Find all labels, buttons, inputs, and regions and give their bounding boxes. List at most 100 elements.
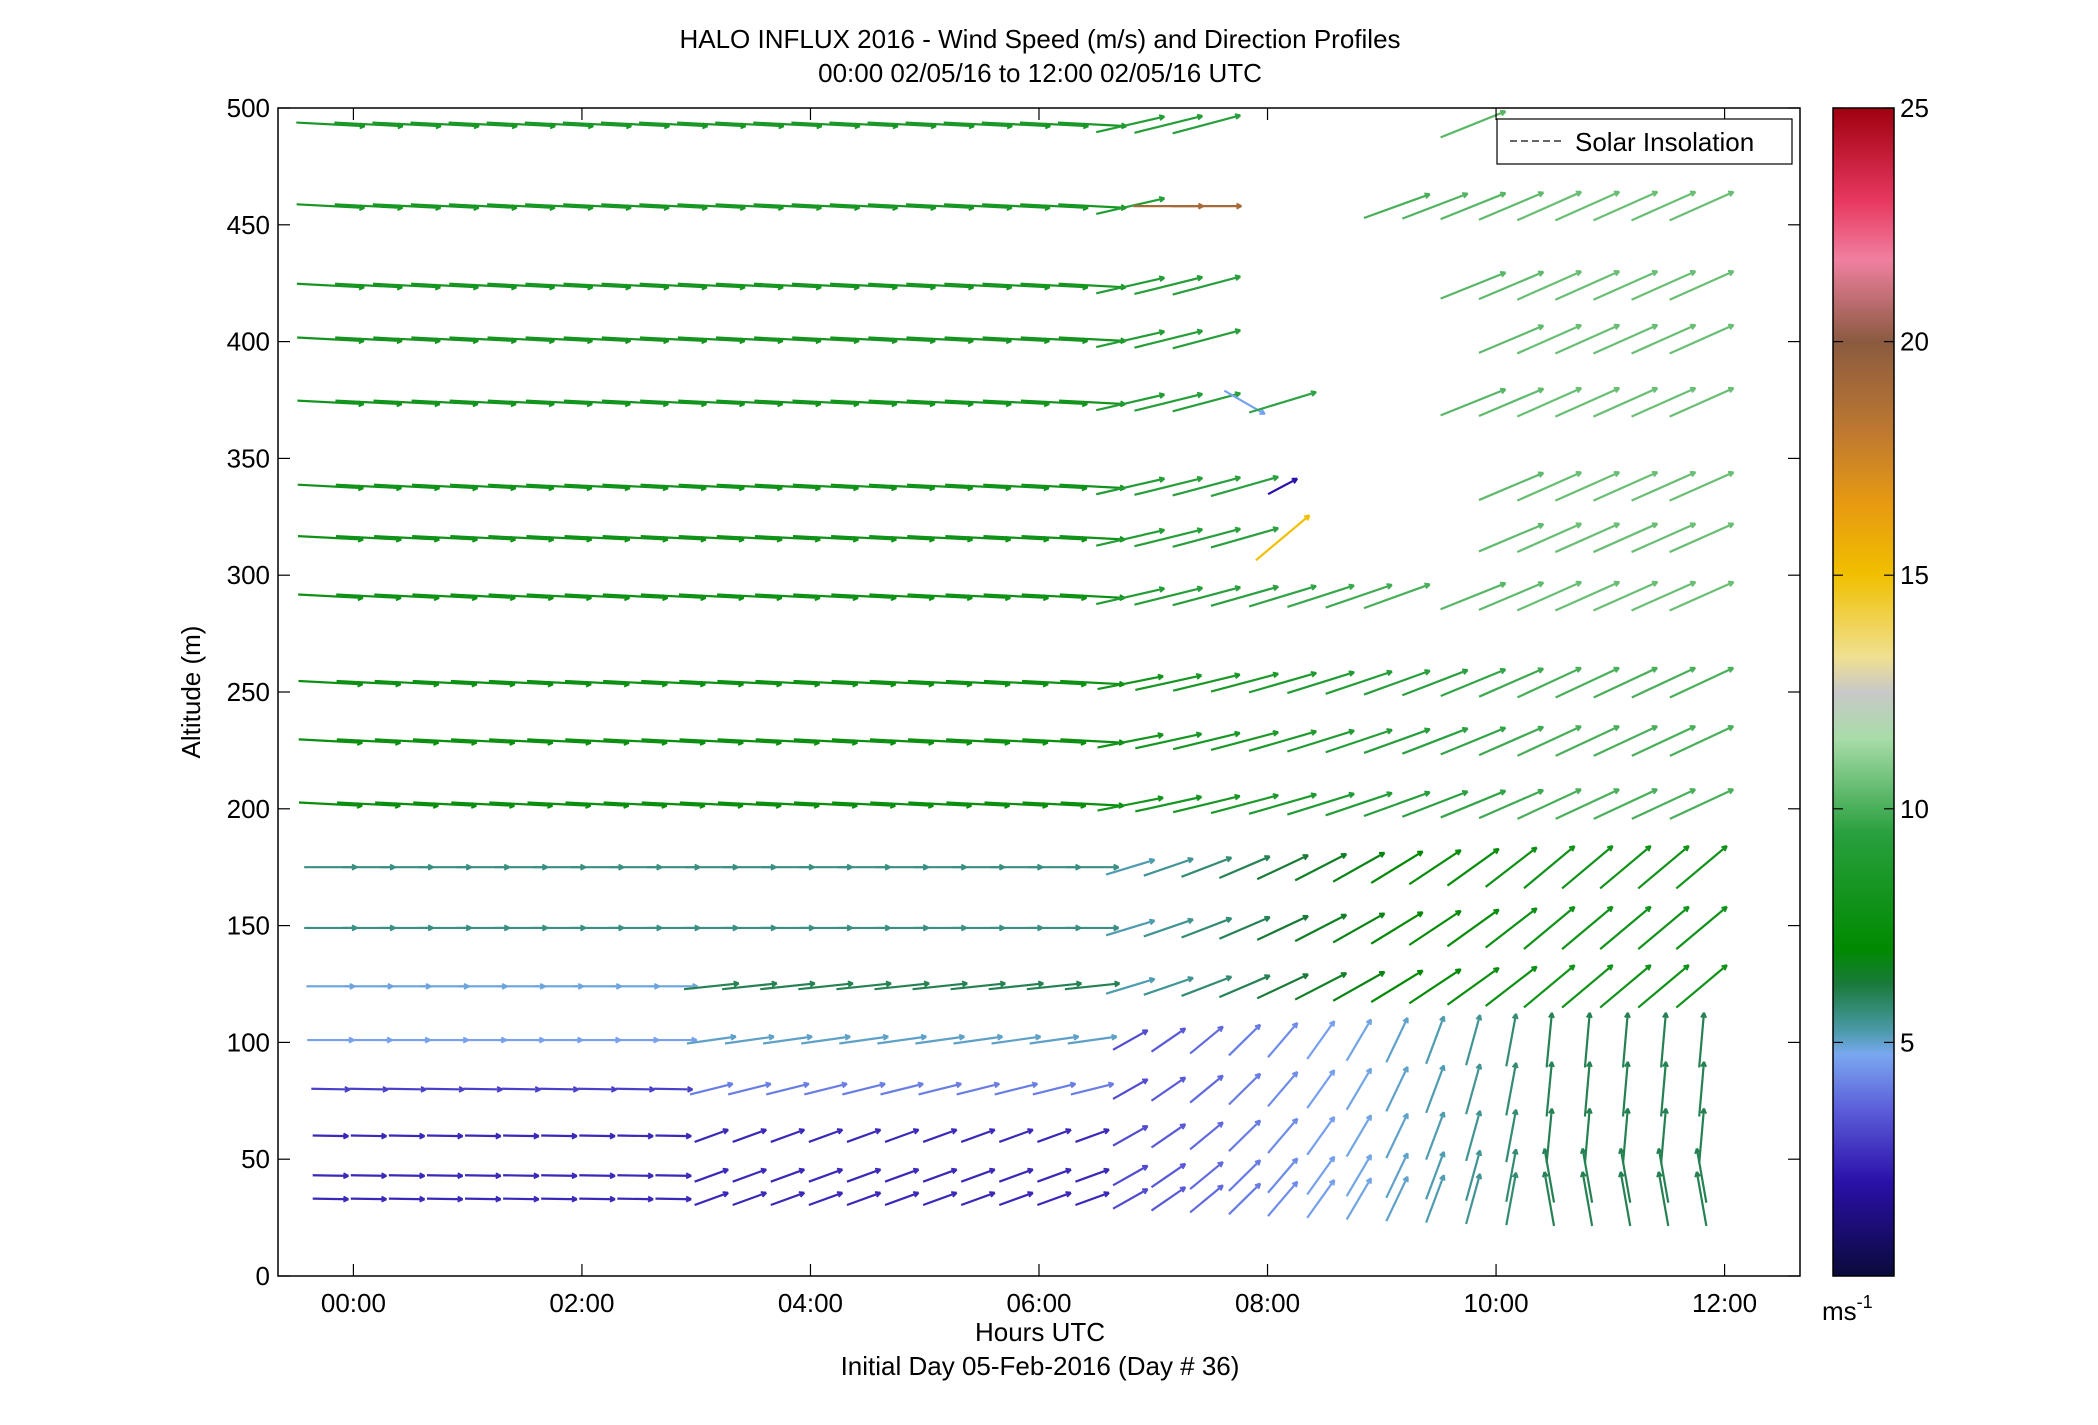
wind-vector <box>1070 1081 1115 1096</box>
wind-vector-shaft <box>336 593 402 600</box>
wind-vector-shaft <box>1505 1013 1518 1067</box>
wind-vector <box>1637 845 1690 890</box>
wind-vector-shaft <box>1593 471 1658 502</box>
wind-vector-shaft <box>792 336 860 343</box>
wind-vector <box>1172 475 1241 497</box>
wind-vector-shaft <box>1210 794 1279 815</box>
wind-vector-head <box>609 1132 616 1138</box>
wind-vector-shaft <box>1036 1168 1072 1183</box>
wind-vector-head <box>420 1085 427 1091</box>
wind-vector-shaft <box>1631 471 1696 502</box>
wind-vector <box>1135 673 1203 691</box>
wind-vector-shaft <box>1446 967 1500 1006</box>
wind-vector-shaft <box>412 593 478 600</box>
wind-vector-head <box>687 1085 694 1091</box>
wind-vector-shaft <box>762 1035 813 1045</box>
wind-vector-shaft <box>1267 1157 1299 1194</box>
wind-vector-shaft <box>765 1082 810 1096</box>
wind-vector-shaft <box>1036 1128 1072 1143</box>
wind-vector-head <box>1424 790 1430 794</box>
wind-vector-head <box>1348 583 1355 587</box>
wind-vector-shaft <box>601 203 670 209</box>
wind-vector <box>388 1172 426 1180</box>
wind-vector-head <box>1700 1107 1705 1114</box>
wind-vector-shaft <box>1675 845 1728 890</box>
wind-vector <box>1517 788 1582 820</box>
wind-vector-shaft <box>677 203 746 209</box>
wind-vector <box>1181 975 1233 997</box>
wind-vector <box>956 1081 1000 1096</box>
wind-vector-shaft <box>372 203 441 209</box>
wind-vector-shaft <box>1189 1074 1224 1104</box>
wind-vector-shaft <box>1408 968 1462 1005</box>
wind-vector-shaft <box>1095 276 1165 295</box>
wind-vector-head <box>1027 1167 1033 1171</box>
wind-vector-shaft <box>791 121 860 128</box>
wind-vector-shaft <box>830 399 897 406</box>
wind-vector-head <box>457 1132 464 1138</box>
wind-vector <box>654 1085 694 1093</box>
wind-vector <box>1287 728 1355 753</box>
wind-vector <box>1332 851 1386 883</box>
wind-vector-shaft <box>579 1134 616 1138</box>
wind-vector-head <box>989 1128 995 1131</box>
wind-vector <box>1385 1175 1409 1222</box>
wind-vector <box>732 1128 768 1143</box>
wind-vector-shaft <box>793 801 858 807</box>
wind-vector <box>1656 1171 1670 1227</box>
wind-vector-shaft <box>1021 483 1088 490</box>
wind-vector-shaft <box>503 1174 539 1177</box>
wind-vector-shaft <box>465 1197 501 1201</box>
wind-vector-head <box>955 1081 962 1085</box>
wind-vector-shaft <box>1256 854 1309 881</box>
x-axis-label: Hours UTC <box>975 1317 1105 1347</box>
wind-vector-shaft <box>982 336 1050 343</box>
wind-vector-shaft <box>694 1128 729 1143</box>
wind-vector-shaft <box>1020 399 1088 406</box>
wind-vector <box>1267 477 1299 496</box>
wind-vector-shaft <box>1385 1066 1409 1112</box>
wind-vector-shaft <box>869 679 934 686</box>
wind-vector-shaft <box>1112 1188 1149 1210</box>
wind-vector <box>960 1128 996 1143</box>
wind-vector-shaft <box>335 483 402 490</box>
wind-vector-shaft <box>640 483 707 490</box>
wind-vector-shaft <box>1698 1012 1706 1068</box>
wind-vector <box>1143 917 1194 938</box>
wind-vector-shaft <box>1593 324 1658 355</box>
wind-vector-shaft <box>1593 387 1658 418</box>
wind-vector <box>1408 968 1462 1005</box>
wind-vector-head <box>533 1195 540 1201</box>
wind-vector-shaft <box>804 1082 848 1096</box>
wind-vector-shaft <box>1095 115 1165 134</box>
wind-vector-shaft <box>793 679 858 686</box>
wind-vector-head <box>1461 789 1468 793</box>
wind-vector-head <box>1158 527 1165 531</box>
wind-vector-shaft <box>1581 1171 1594 1227</box>
wind-vector-shaft <box>1267 1117 1299 1154</box>
wind-vector-shaft <box>1306 1179 1336 1219</box>
wind-vector-shaft <box>770 1168 805 1183</box>
wind-vector <box>541 1195 578 1203</box>
wind-vector-head <box>382 1085 389 1091</box>
wind-vector <box>1425 1111 1446 1160</box>
wind-vector <box>1637 964 1690 1009</box>
wind-vector-head <box>1196 527 1203 531</box>
wind-vector <box>1075 1128 1110 1143</box>
wind-vector-head <box>1065 1167 1072 1171</box>
wind-vector-shaft <box>906 399 974 406</box>
wind-vector-shaft <box>1189 1184 1224 1214</box>
wind-vector-shaft <box>1210 672 1279 693</box>
wind-vector <box>1599 845 1652 890</box>
wind-vector-head <box>1234 585 1241 589</box>
wind-vector-head <box>874 1191 881 1194</box>
wind-vector <box>727 1081 772 1096</box>
wind-vector-shaft <box>335 399 402 406</box>
wind-vector-head <box>1645 905 1651 909</box>
wind-vector-shaft <box>1593 270 1658 301</box>
wind-vector-shaft <box>1484 907 1538 949</box>
wind-vector <box>798 980 854 991</box>
wind-vector-shaft <box>655 1174 692 1177</box>
wind-vector-shaft <box>1505 1149 1518 1203</box>
wind-vector-head <box>1217 1184 1224 1188</box>
